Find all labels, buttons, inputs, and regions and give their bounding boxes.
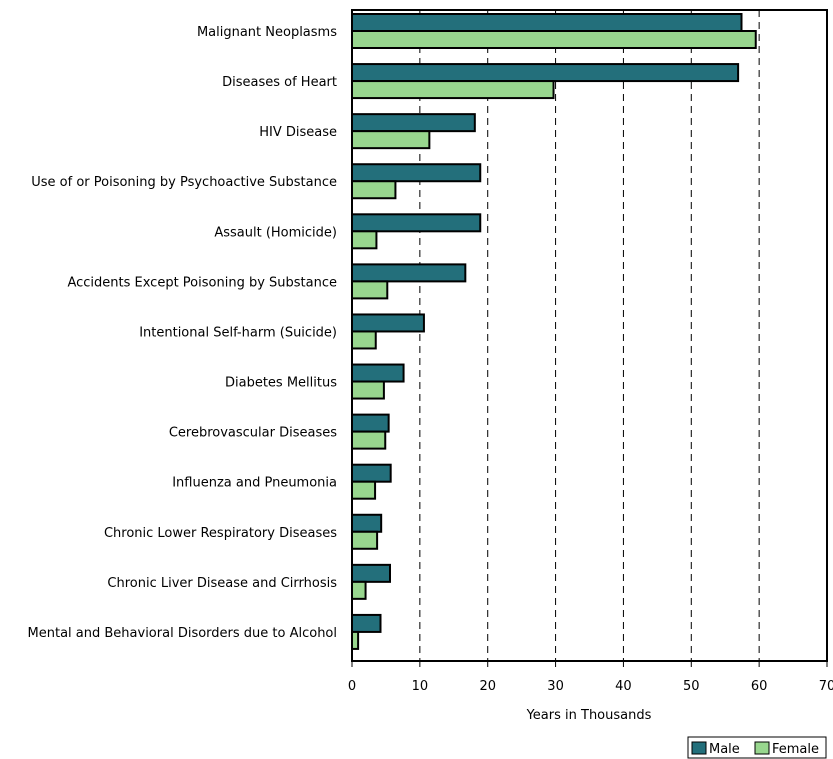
category-label: Cerebrovascular Diseases xyxy=(169,426,337,441)
category-label: Mental and Behavioral Disorders due to A… xyxy=(28,626,337,641)
bars xyxy=(351,13,757,650)
plot-frame xyxy=(351,9,828,662)
category-label: HIV Disease xyxy=(259,125,337,140)
bar-male xyxy=(351,263,467,283)
bar-female xyxy=(351,430,387,450)
bar-male xyxy=(351,613,382,633)
bar-male xyxy=(351,63,740,83)
category-label: Accidents Except Poisoning by Substance xyxy=(67,275,337,290)
category-label: Chronic Liver Disease and Cirrhosis xyxy=(107,576,337,591)
bar-female xyxy=(351,230,378,250)
x-tick-label: 10 xyxy=(412,679,429,694)
bar-male xyxy=(351,163,482,183)
category-label: Use of or Poisoning by Psychoactive Subs… xyxy=(31,175,337,190)
category-labels: Malignant Neoplasms Diseases of Heart HIV … xyxy=(28,25,338,641)
category-label: Chronic Lower Respiratory Diseases xyxy=(104,526,337,541)
legend-swatch-female xyxy=(754,741,770,755)
bar-female xyxy=(351,480,377,500)
bar-female xyxy=(351,130,431,150)
bar-female xyxy=(351,580,367,600)
bar-female xyxy=(351,330,377,350)
x-axis-ticks: 0 10 20 30 40 50 60 70 xyxy=(348,661,833,694)
x-tick-label: 0 xyxy=(348,679,356,694)
category-label: Influenza and Pneumonia xyxy=(172,476,337,491)
category-label: Intentional Self-harm (Suicide) xyxy=(139,325,337,340)
x-tick-label: 70 xyxy=(819,679,833,694)
bar-female xyxy=(351,380,385,400)
bar-female xyxy=(351,80,555,100)
legend-swatch-male xyxy=(691,741,707,755)
grid-lines xyxy=(419,10,760,661)
x-tick-label: 30 xyxy=(547,679,564,694)
category-label: Assault (Homicide) xyxy=(214,225,337,240)
bar-male xyxy=(351,563,391,583)
bar-male xyxy=(351,113,476,133)
bar-male xyxy=(351,463,392,483)
bar-male xyxy=(351,213,482,233)
category-label: Diabetes Mellitus xyxy=(225,376,337,391)
category-label: Diseases of Heart xyxy=(222,75,337,90)
bar-female xyxy=(351,280,389,300)
x-axis-title: Years in Thousands xyxy=(526,708,652,723)
legend: Male Female xyxy=(687,736,827,759)
bar-male xyxy=(351,363,405,383)
x-tick-label: 20 xyxy=(479,679,496,694)
bar-female xyxy=(351,530,379,550)
bar-female xyxy=(351,180,397,200)
x-tick-label: 60 xyxy=(751,679,768,694)
bar-male xyxy=(351,13,743,32)
category-label: Malignant Neoplasms xyxy=(197,25,337,40)
bar-male xyxy=(351,413,390,433)
bar-male xyxy=(351,513,383,533)
legend-label-male: Male xyxy=(709,742,740,757)
legend-label-female: Female xyxy=(772,742,819,757)
bar-female xyxy=(351,30,757,49)
bar-male xyxy=(351,313,425,333)
x-tick-label: 40 xyxy=(615,679,632,694)
x-tick-label: 50 xyxy=(683,679,700,694)
